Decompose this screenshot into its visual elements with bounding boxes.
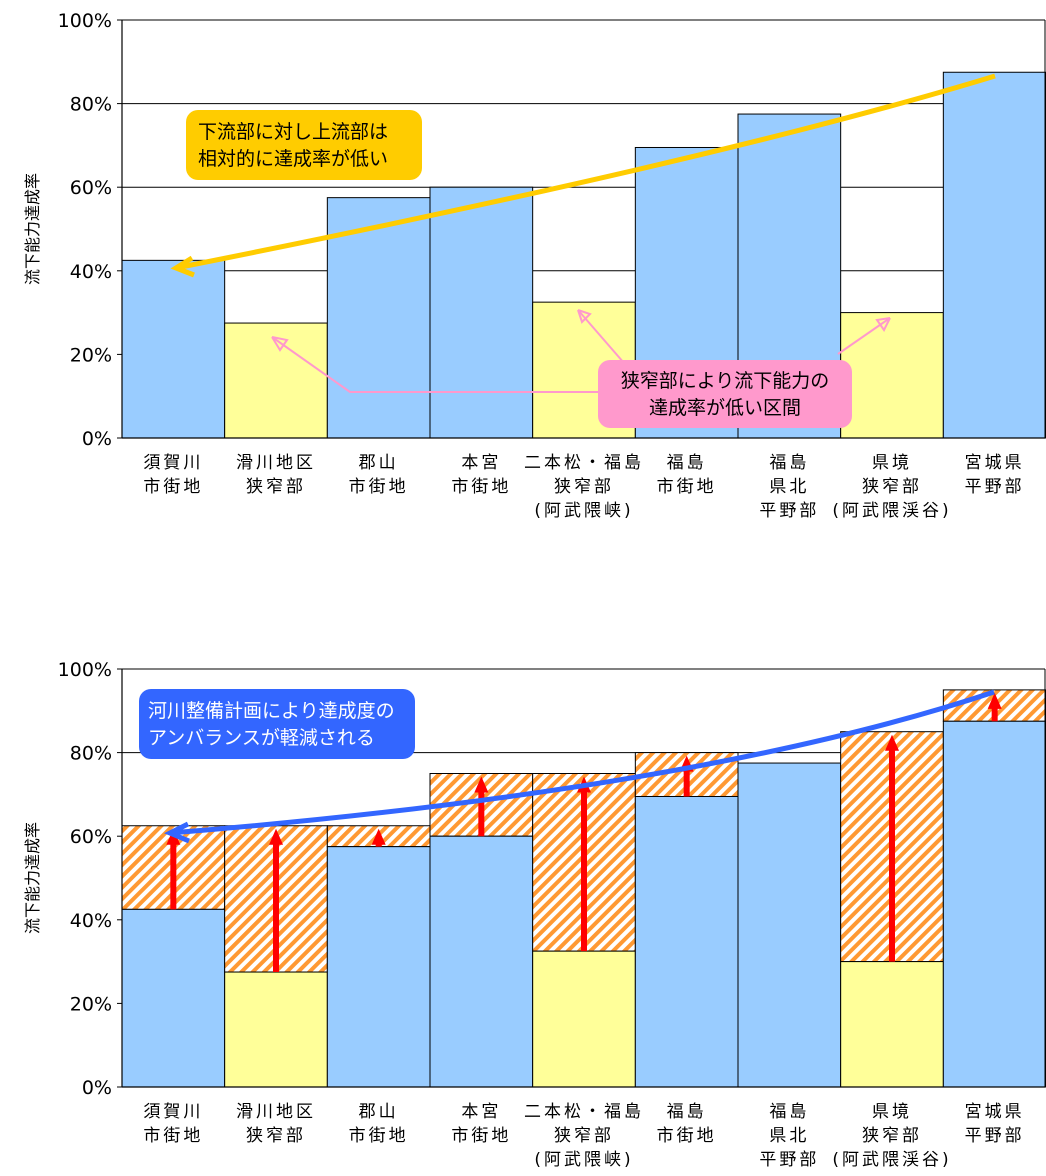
c2-category-label: (阿武隈渓谷) (832, 1150, 951, 1170)
c1-category-label: 福島 (667, 453, 707, 473)
c2-y-tick-label: 100% (58, 659, 112, 681)
c2-y-tick-label: 0% (82, 1077, 112, 1099)
c1-trend-arrow (175, 73, 996, 271)
c2-category-label: 狭窄部 (246, 1126, 306, 1146)
c1-annotation-box (186, 110, 422, 180)
c2-annotation-text: 河川整備計画により達成度の (148, 700, 395, 722)
c1-category-label: 狭窄部 (246, 477, 306, 497)
c2-improvement-arrow-head (371, 828, 386, 845)
c1-y-tick-label: 40% (70, 261, 112, 283)
c1-y-tick-label: 60% (70, 177, 112, 199)
c2-category-label: 市街地 (349, 1126, 409, 1146)
c1-category-label: (阿武隈峡) (534, 501, 633, 521)
c2-bar (737, 762, 842, 1088)
c1-annotation-text: 下流部に対し上流部は (198, 121, 388, 143)
c2-category-label: 本宮 (461, 1102, 501, 1122)
c1-category-label: 二本松・福島 (524, 453, 644, 473)
c2-category-label: 県境 (872, 1102, 912, 1122)
c2-category-label: 平野部 (759, 1150, 819, 1170)
c2-category-label: 福島 (769, 1102, 809, 1122)
c1-pointer-head (875, 317, 891, 332)
c2-bar (326, 846, 431, 1088)
c1-category-label: 県境 (872, 453, 912, 473)
c1-y-tick-label: 100% (58, 10, 112, 32)
c2-y-tick-label: 20% (70, 993, 112, 1015)
c2-bar (121, 908, 226, 1088)
c2-category-label: 福島 (667, 1102, 707, 1122)
c2-category-label: 市街地 (143, 1126, 203, 1146)
c2-trend-arrow (169, 689, 995, 836)
c1-category-label: 平野部 (965, 477, 1025, 497)
c1-y-tick-label: 20% (70, 344, 112, 366)
c2-y-tick-label: 60% (70, 826, 112, 848)
c1-category-label: 狭窄部 (554, 477, 614, 497)
c2-category-label: 市街地 (657, 1126, 717, 1146)
c1-category-label: 県北 (769, 477, 809, 497)
c2-category-label: 平野部 (965, 1126, 1025, 1146)
c1-trend-arrow-head (170, 255, 195, 278)
c1-category-label: 本宮 (461, 453, 501, 473)
c1-pointer-head (271, 336, 289, 352)
c2-bar (429, 835, 534, 1088)
c2-category-label: 狭窄部 (862, 1126, 922, 1146)
c1-annotation-box (598, 360, 852, 428)
c2-y-tick-label: 40% (70, 910, 112, 932)
c1-annotation-text: 相対的に達成率が低い (198, 148, 388, 170)
c1-category-label: 須賀川 (143, 453, 203, 473)
c2-category-label: (阿武隈峡) (534, 1150, 633, 1170)
c2-improvement-arrow-head (474, 776, 489, 793)
c2-category-label: 宮城県 (965, 1102, 1025, 1122)
c1-bar (121, 259, 226, 439)
c1-category-label: 市街地 (349, 477, 409, 497)
c2-bar (532, 950, 636, 1088)
c1-category-label: 郡山 (359, 453, 399, 473)
c2-category-label: 県北 (769, 1126, 809, 1146)
c2-annotation-text: アンバランスが軽減される (148, 727, 375, 749)
c1-pointer-head (577, 309, 592, 324)
c1-bar (840, 312, 944, 439)
c1-y-axis-label: 流下能力達成率 (23, 173, 42, 285)
c1-pointer-line (271, 336, 600, 393)
c1-annotation-text: 狭窄部により流下能力の (621, 370, 830, 392)
c1-category-label: 宮城県 (965, 453, 1025, 473)
c2-category-label: 二本松・福島 (524, 1102, 644, 1122)
c2-trend-arrow-head (164, 821, 190, 844)
c1-y-tick-label: 0% (82, 428, 112, 450)
c2-y-tick-label: 80% (70, 743, 112, 765)
c2-bar (942, 720, 1046, 1088)
c1-category-label: 平野部 (759, 501, 819, 521)
c2-category-label: 滑川地区 (236, 1102, 316, 1122)
c2-annotation-box (139, 689, 415, 759)
c2-improvement-arrow-head (885, 734, 899, 751)
c2-bar (634, 795, 739, 1088)
c2-category-label: 郡山 (359, 1102, 399, 1122)
c1-bar (942, 71, 1046, 439)
c2-y-axis-label: 流下能力達成率 (23, 822, 42, 934)
c1-category-label: 狭窄部 (862, 477, 922, 497)
c1-category-label: 市街地 (143, 477, 203, 497)
c1-bar (429, 186, 534, 439)
c1-category-label: 市街地 (451, 477, 511, 497)
c2-improvement-arrow-head (987, 692, 1002, 709)
c1-annotation-text: 達成率が低い区間 (649, 397, 801, 419)
c1-category-label: 滑川地区 (236, 453, 316, 473)
c1-pointer-line (837, 317, 891, 355)
c2-category-label: 狭窄部 (554, 1126, 614, 1146)
c2-bar (840, 961, 944, 1088)
c2-category-label: 須賀川 (143, 1102, 203, 1122)
c2-bar (224, 971, 328, 1088)
c2-improvement-arrow-head (269, 828, 283, 845)
c1-category-label: 福島 (769, 453, 809, 473)
c1-y-tick-label: 80% (70, 94, 112, 116)
c1-category-label: 市街地 (657, 477, 717, 497)
c1-category-label: (阿武隈渓谷) (832, 501, 951, 521)
c2-category-label: 市街地 (451, 1126, 511, 1146)
